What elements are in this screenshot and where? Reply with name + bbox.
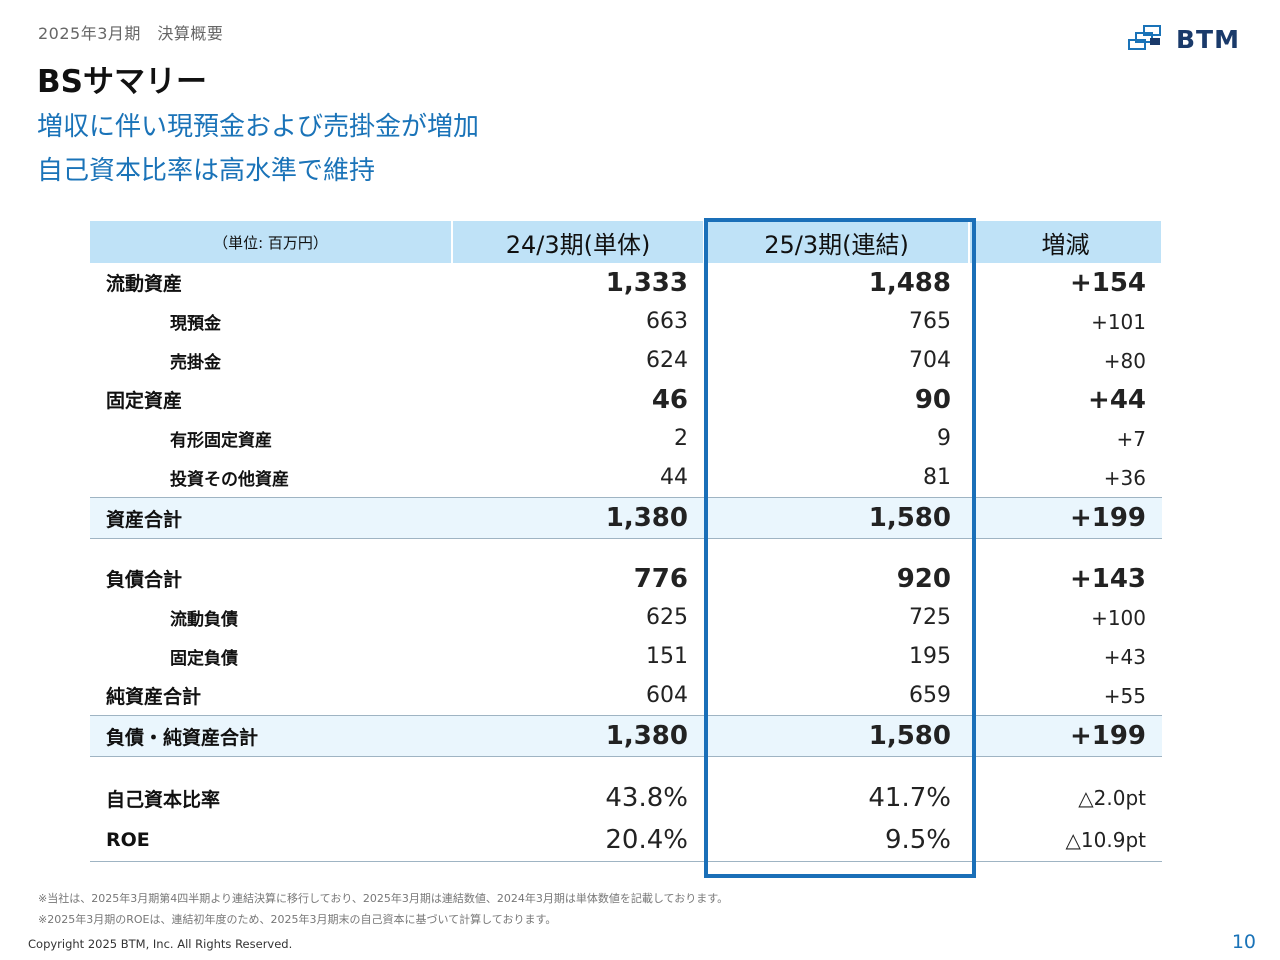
headline-1: 増収に伴い現預金および売掛金が増加 [37, 112, 480, 142]
table-header-row: （単位: 百万円） 24/3期(単体) 25/3期(連結) 増減 [90, 221, 1163, 263]
row-label: 売掛金 [170, 353, 221, 373]
page-number: 10 [1231, 931, 1256, 953]
row-label: 固定負債 [170, 649, 238, 669]
table-row: 売掛金 624 704 +80 [90, 341, 1162, 380]
column-header-unit: （単位: 百万円） [90, 221, 453, 263]
table-row: ROE 20.4% 9.5% △10.9pt [90, 819, 1162, 862]
value-fy24: 20.4% [452, 819, 704, 862]
table-row: 現預金 663 765 +101 [90, 302, 1162, 341]
value-fy24: 46 [651, 384, 688, 415]
value-change: △2.0pt [1078, 786, 1146, 810]
row-label: 負債合計 [106, 569, 183, 591]
row-label: 流動負債 [170, 610, 238, 630]
row-label: 固定資産 [106, 390, 183, 412]
value-change: +80 [1103, 348, 1146, 373]
value-fy24: 625 [646, 605, 688, 630]
value-fy24: 604 [646, 683, 688, 708]
table-row-total: 負債・純資産合計 1,380 1,580 +199 [90, 715, 1162, 757]
table-row: 純資産合計 604 659 +55 [90, 676, 1162, 716]
company-logo: BTM [1128, 24, 1240, 54]
value-change: +100 [1091, 605, 1146, 630]
value-fy25: 920 [896, 563, 951, 594]
table-row: 固定負債 151 195 +43 [90, 637, 1162, 676]
table-row: 有形固定資産 2 9 +7 [90, 419, 1162, 458]
row-label: 投資その他資産 [170, 470, 289, 490]
row-label: 流動資産 [106, 273, 183, 295]
value-change: +43 [1103, 644, 1146, 669]
table-row: 負債合計 776 920 +143 [90, 559, 1162, 598]
value-fy25: 41.7% [868, 783, 951, 813]
value-fy25: 1,488 [868, 267, 951, 298]
row-label: 資産合計 [90, 497, 452, 539]
table-row: 自己資本比率 43.8% 41.7% △2.0pt [90, 777, 1162, 819]
value-fy25: 81 [923, 465, 951, 490]
table-row: 投資その他資産 44 81 +36 [90, 458, 1162, 498]
value-fy24: 1,380 [452, 715, 704, 757]
copyright: Copyright 2025 BTM, Inc. All Rights Rese… [28, 937, 293, 951]
headline-2: 自己資本比率は高水準で維持 [37, 156, 376, 186]
row-label: 純資産合計 [106, 686, 202, 708]
value-change: +55 [1103, 683, 1146, 708]
column-header-fy24: 24/3期(単体) [452, 221, 705, 263]
logo-text: BTM [1176, 24, 1240, 54]
row-label: 自己資本比率 [106, 788, 221, 811]
value-fy25: 9.5% [704, 819, 969, 862]
value-fy24: 43.8% [605, 783, 688, 813]
balance-sheet-table: （単位: 百万円） 24/3期(単体) 25/3期(連結) 増減 流動資産 1,… [90, 221, 1163, 862]
value-change: △10.9pt [969, 819, 1162, 862]
value-change: +7 [1116, 426, 1146, 451]
value-fy24: 44 [660, 465, 688, 490]
value-fy25: 725 [909, 605, 951, 630]
column-header-change: 増減 [969, 221, 1163, 263]
value-fy24: 624 [646, 348, 688, 373]
value-fy24: 1,333 [605, 267, 688, 298]
table-row: 流動負債 625 725 +100 [90, 598, 1162, 637]
value-fy24: 663 [646, 309, 688, 334]
spacer-row [90, 757, 1162, 778]
value-fy24: 2 [674, 426, 688, 451]
page-title: BSサマリー [37, 64, 207, 100]
value-change: +154 [1069, 267, 1146, 298]
row-label: 負債・純資産合計 [90, 715, 452, 757]
table-row: 固定資産 46 90 +44 [90, 380, 1162, 419]
value-fy25: 1,580 [704, 715, 969, 757]
value-fy24: 1,380 [452, 497, 704, 539]
value-change: +44 [1088, 384, 1146, 415]
row-label: 現預金 [170, 314, 221, 334]
value-change: +143 [1069, 563, 1146, 594]
value-fy25: 9 [937, 426, 951, 451]
value-fy25: 1,580 [704, 497, 969, 539]
value-fy25: 765 [909, 309, 951, 334]
value-change: +199 [969, 715, 1162, 757]
row-label: 有形固定資産 [170, 431, 272, 451]
value-fy24: 776 [633, 563, 688, 594]
table-row-total: 資産合計 1,380 1,580 +199 [90, 497, 1162, 539]
value-change: +199 [969, 497, 1162, 539]
breadcrumb: 2025年3月期 決算概要 [38, 24, 224, 43]
value-fy25: 90 [914, 384, 951, 415]
value-change: +36 [1103, 465, 1146, 490]
spacer-row [90, 539, 1162, 560]
footnote: ※2025年3月期のROEは、連結初年度のため、2025年3月期末の自己資本に基… [38, 913, 557, 926]
btm-logo-icon [1128, 25, 1161, 50]
footnote: ※当社は、2025年3月期第4四半期より連結決算に移行しており、2025年3月期… [38, 892, 729, 905]
column-header-fy25: 25/3期(連結) [704, 221, 970, 263]
row-label: ROE [90, 819, 452, 862]
value-fy25: 704 [909, 348, 951, 373]
value-fy25: 195 [909, 644, 951, 669]
value-fy24: 151 [646, 644, 688, 669]
table-row: 流動資産 1,333 1,488 +154 [90, 263, 1162, 302]
value-fy25: 659 [909, 683, 951, 708]
value-change: +101 [1091, 309, 1146, 334]
